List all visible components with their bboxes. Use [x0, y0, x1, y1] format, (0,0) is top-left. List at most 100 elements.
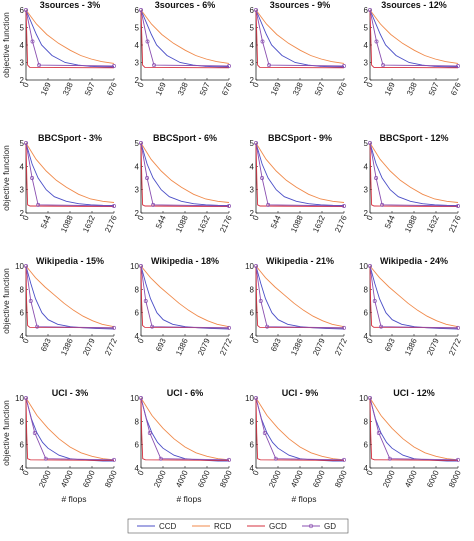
y-tick-label: 3	[135, 186, 140, 195]
y-tick-label: 2	[135, 209, 140, 218]
y-tick-label: 8	[364, 285, 369, 294]
gd-marker	[342, 64, 346, 68]
series-line-gd	[25, 265, 115, 329]
x-tick-label: 544	[383, 214, 397, 230]
chart-title: Wikipedia - 24%	[380, 256, 448, 266]
y-tick-label: 3	[250, 59, 255, 68]
gd-marker	[30, 176, 35, 180]
chart-panel: UCI - 12% 4 6 8 10 0 2000 4000 6000 8000	[359, 388, 463, 489]
series-line-gd	[255, 265, 345, 329]
x-tick-label: 1632	[196, 214, 212, 234]
y-tick-label: 4	[250, 41, 255, 50]
y-tick-label: 3	[364, 186, 369, 195]
chart-title: 3sources - 9%	[270, 0, 331, 10]
x-tick-label: 4000	[403, 469, 419, 489]
series-line-rcd	[140, 397, 230, 461]
x-tick-label: 507	[427, 81, 441, 97]
x-tick-label: 2772	[103, 337, 119, 357]
x-tick-label: 2176	[103, 214, 119, 234]
chart-panel: BBCSport - 6% 2 3 4 5 0 544 1088 1632 2176	[135, 133, 234, 234]
series-line-ccd	[369, 142, 459, 206]
gd-marker	[374, 39, 379, 44]
chart-panel: Wikipedia - 18% 4 6 8 10 0 693 1386 2079 2772	[130, 256, 234, 357]
chart-panel: BBCSport - 3% 2 3 4 5 0 544 1088 1632 2176 objecti…	[1, 133, 119, 234]
gd-marker	[273, 456, 278, 461]
chart-title: 3sources - 6%	[155, 0, 216, 10]
legend-label: GCD	[269, 522, 287, 531]
x-axis-label: # flops	[61, 494, 86, 504]
chart-panel: 3sources - 6% 2 3 4 5 6 0 169 338 507 676	[135, 0, 234, 97]
y-tick-label: 4	[135, 41, 140, 50]
y-tick-label: 2	[250, 76, 255, 85]
x-tick-label: 2079	[196, 337, 212, 357]
gd-marker	[387, 456, 392, 461]
gd-marker	[139, 396, 143, 400]
chart-panel: Wikipedia - 24% 4 6 8 10 0 693 1386 2079 2772	[359, 256, 463, 357]
x-tick-label: 0	[251, 469, 261, 477]
y-tick-label: 5	[20, 24, 25, 33]
gd-marker	[368, 396, 372, 400]
y-axis-label: objective function	[1, 145, 11, 211]
gd-marker	[260, 39, 265, 44]
y-tick-label: 5	[364, 24, 369, 33]
x-tick-label: 0	[251, 337, 261, 345]
gd-marker	[24, 396, 28, 400]
series-line-gd	[255, 142, 345, 207]
x-axis-label: # flops	[291, 494, 316, 504]
series-line-rcd	[25, 9, 115, 64]
gd-marker	[145, 176, 150, 180]
y-tick-label: 3	[20, 59, 25, 68]
x-tick-label: 1632	[425, 214, 441, 234]
series-line-ccd	[255, 265, 345, 330]
x-tick-label: 169	[269, 81, 283, 97]
chart-panel: 3sources - 3% 2 3 4 5 6 0 169 338 507 676 objective…	[1, 0, 119, 97]
y-tick-label: 10	[245, 394, 254, 403]
y-tick-label: 6	[364, 441, 369, 450]
y-tick-label: 6	[250, 309, 255, 318]
x-tick-label: 544	[39, 214, 53, 230]
gd-marker	[32, 431, 37, 435]
x-tick-label: 6000	[425, 469, 441, 489]
series-line-gcd	[25, 397, 115, 461]
chart-panel: BBCSport - 9% 2 3 4 5 0 544 1088 1632 2176	[250, 133, 349, 234]
x-tick-label: 1386	[174, 337, 190, 357]
y-tick-label: 10	[15, 394, 24, 403]
y-tick-label: 5	[250, 139, 255, 148]
x-tick-label: 0	[251, 214, 261, 222]
series-line-gd	[255, 9, 345, 67]
y-tick-label: 6	[135, 441, 140, 450]
x-tick-label: 2176	[218, 214, 234, 234]
series-line-gd	[25, 9, 115, 67]
series-line-gcd	[255, 9, 345, 69]
legend-label: RCD	[214, 522, 232, 531]
series-line-ccd	[25, 397, 114, 462]
x-tick-label: 338	[291, 81, 305, 97]
gd-marker	[24, 8, 28, 12]
chart-title: Wikipedia - 15%	[36, 256, 104, 266]
gd-marker	[342, 325, 346, 330]
y-tick-label: 4	[135, 332, 140, 341]
chart-panel: 3sources - 9% 2 3 4 5 6 0 169 338 507 676	[250, 0, 349, 97]
y-tick-label: 10	[130, 262, 139, 271]
x-tick-label: 1386	[59, 337, 75, 357]
y-tick-label: 8	[20, 285, 25, 294]
chart-title: BBCSport - 12%	[379, 133, 448, 143]
series-line-ccd	[369, 265, 459, 330]
legend: CCD RCD GCD GD	[127, 518, 349, 534]
series-line-rcd	[25, 397, 115, 461]
gd-marker	[227, 64, 231, 68]
y-tick-label: 2	[250, 209, 255, 218]
gd-marker	[139, 141, 143, 145]
gd-marker	[374, 176, 379, 180]
y-tick-label: 6	[135, 309, 140, 318]
series-line-gcd	[25, 142, 115, 207]
gd-marker	[381, 63, 385, 68]
series-line-gd	[140, 265, 230, 329]
chart-title: 3sources - 12%	[381, 0, 447, 10]
gd-marker	[150, 324, 155, 329]
y-tick-label: 8	[250, 417, 255, 426]
y-tick-label: 6	[135, 6, 140, 15]
x-tick-label: 693	[269, 337, 283, 353]
y-tick-label: 6	[20, 309, 25, 318]
gd-marker	[158, 456, 163, 461]
